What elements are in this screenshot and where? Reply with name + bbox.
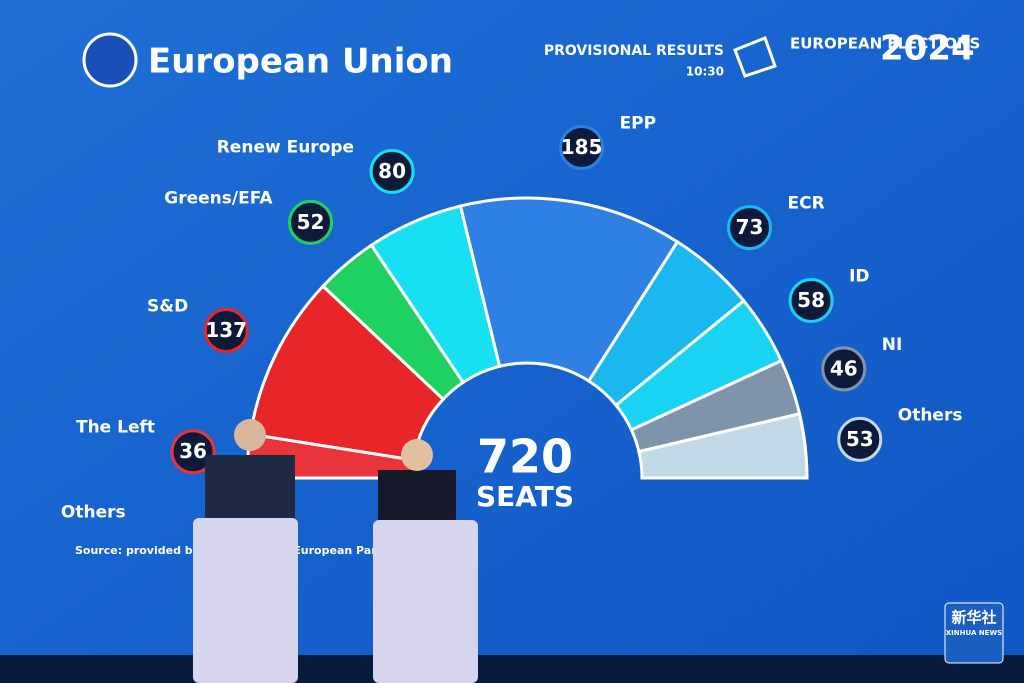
speaker-head <box>234 419 266 451</box>
value-badge <box>821 346 867 392</box>
category-label: ID <box>849 266 869 286</box>
value-badge <box>288 199 334 245</box>
podium <box>373 520 478 683</box>
value-badge <box>170 429 216 475</box>
value-badge <box>369 148 415 194</box>
seat-segment <box>637 412 809 480</box>
ballot-icon <box>733 36 777 78</box>
speaker <box>378 470 456 522</box>
year: 2024 <box>880 29 975 69</box>
value-label: 36 <box>179 439 207 463</box>
total-label: SEATS <box>476 480 574 513</box>
value-label: 73 <box>736 215 764 239</box>
value-label: 80 <box>378 159 406 183</box>
speaker <box>205 455 295 520</box>
category-label: Renew Europe <box>217 137 354 157</box>
category-label: ECR <box>788 194 825 214</box>
watermark-box <box>944 602 1004 664</box>
value-label: 52 <box>297 210 325 234</box>
value-label: 53 <box>846 427 874 451</box>
category-label: The Left <box>76 418 155 438</box>
value-label: 58 <box>797 288 825 312</box>
value-badge <box>559 124 605 170</box>
value-badge <box>788 277 834 323</box>
seat-segment <box>458 196 680 384</box>
time: 10:30 <box>686 65 724 79</box>
category-label: NI <box>882 335 903 355</box>
brand: European Union <box>148 42 453 82</box>
category-label: Others <box>61 502 126 522</box>
category-label: S&D <box>147 296 188 316</box>
total: 720 <box>477 430 573 484</box>
category-label: Others <box>898 405 963 425</box>
speaker-head <box>401 439 433 471</box>
event: EUROPEAN ELECTIONS <box>790 35 980 53</box>
value-badge <box>837 416 883 462</box>
eu-logo <box>82 32 138 88</box>
stage-floor <box>0 655 1024 683</box>
status: PROVISIONAL RESULTS <box>544 43 724 59</box>
category-label: Greens/EFA <box>164 188 273 208</box>
value-label: 185 <box>561 135 603 159</box>
value-badge <box>727 205 773 251</box>
watermark: 新华社 <box>951 609 996 627</box>
category-label: EPP <box>620 113 657 133</box>
value-badge <box>203 307 249 353</box>
podium <box>193 518 298 683</box>
watermark-sub: XINHUA NEWS <box>946 629 1002 637</box>
hemicycle-chart: Others 36 The Left 137 S&D 52 Greens/EFA 80 Rene… <box>61 113 963 522</box>
value-label: 46 <box>830 356 858 380</box>
value-label: 137 <box>205 318 247 342</box>
